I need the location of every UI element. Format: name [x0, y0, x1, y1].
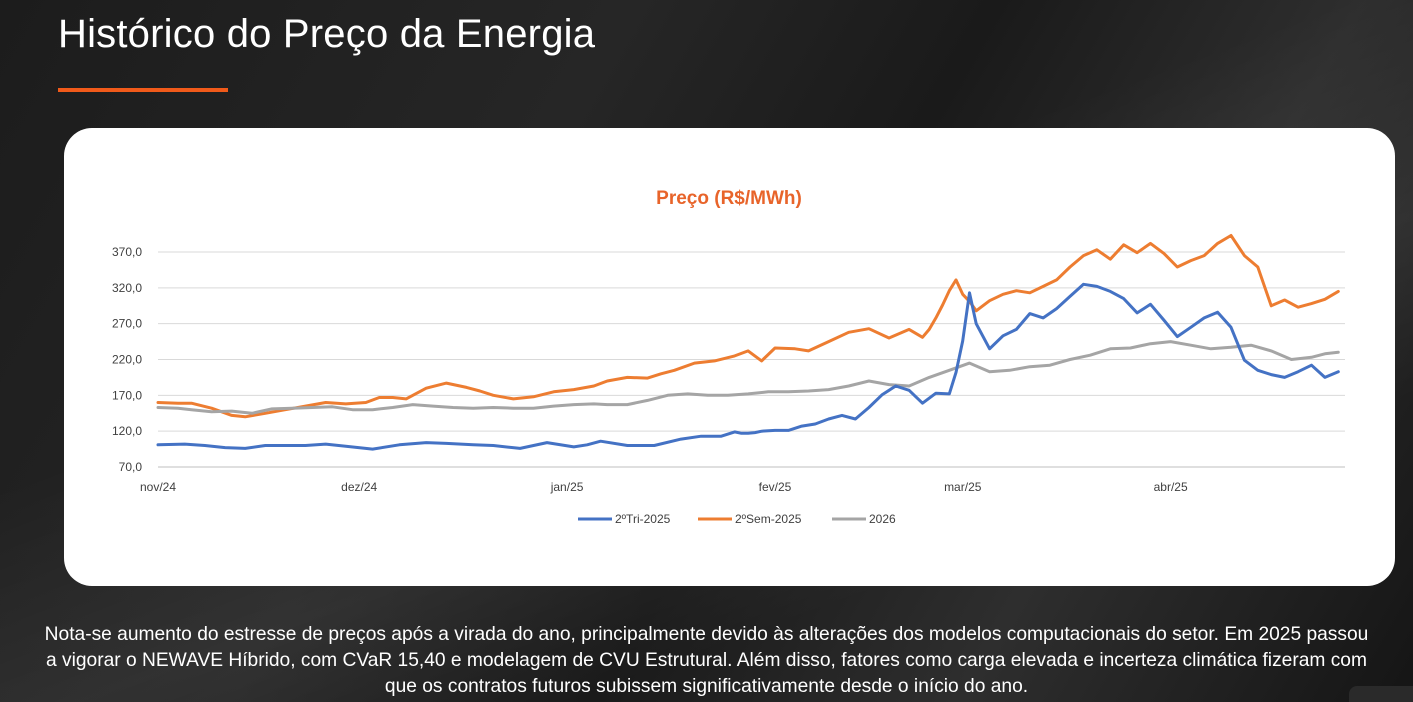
x-tick-label: abr/25 — [1154, 480, 1188, 494]
series-line-2ºSem-2025 — [156, 234, 1340, 419]
commentary-note: Nota-se aumento do estresse de preços ap… — [44, 624, 1369, 697]
series-line-2026 — [156, 340, 1340, 415]
y-tick-label: 70,0 — [119, 460, 143, 474]
y-tick-label: 220,0 — [112, 353, 142, 367]
legend-label: 2026 — [869, 512, 896, 526]
page-title: Histórico do Preço da Energia — [58, 12, 596, 56]
title-accent-bar — [58, 88, 228, 92]
x-tick-label: nov/24 — [140, 480, 176, 494]
y-tick-label: 370,0 — [112, 245, 142, 259]
x-tick-label: dez/24 — [341, 480, 377, 494]
y-tick-label: 270,0 — [112, 317, 142, 331]
x-tick-label: jan/25 — [550, 480, 584, 494]
chart-card: Preço (R$/MWh) 70,0 120,0 170,0 220,0 270,0 3… — [64, 128, 1395, 586]
y-tick-label: 120,0 — [112, 424, 142, 438]
corner-tab — [1349, 686, 1413, 702]
series-line-2ºTri-2025 — [156, 282, 1340, 451]
x-tick-label: mar/25 — [944, 480, 982, 494]
x-tick-label: fev/25 — [759, 480, 792, 494]
legend-label: 2ºTri-2025 — [615, 512, 671, 526]
price-line-chart: Preço (R$/MWh) 70,0 120,0 170,0 220,0 270,0 3… — [112, 188, 1345, 526]
chart-title: Preço (R$/MWh) — [656, 188, 802, 209]
y-tick-label: 320,0 — [112, 281, 142, 295]
legend-label: 2ºSem-2025 — [735, 512, 802, 526]
y-tick-label: 170,0 — [112, 388, 142, 402]
